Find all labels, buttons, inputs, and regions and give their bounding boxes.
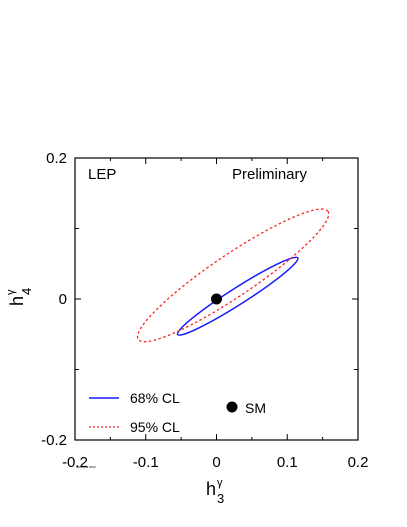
contour-68cl: [176, 256, 299, 336]
y-tick-label: 0.2: [46, 150, 67, 167]
contour-95cl: [136, 208, 330, 343]
y-axis-label-base: h: [7, 296, 27, 306]
legend-label-68cl: 68% CL: [130, 390, 180, 406]
y-tick-label: -0.2: [41, 432, 67, 449]
legend-sm-marker: [226, 401, 238, 413]
x-axis-label: h γ 3: [206, 477, 224, 506]
x-tick-label: -0.2: [62, 454, 88, 471]
experiment-label: LEP: [88, 166, 116, 183]
sm-point: [211, 293, 222, 305]
x-tick-label: 0.2: [348, 454, 369, 471]
x-axis-label-sub: 3: [217, 491, 224, 506]
y-tick-label: 0: [59, 291, 67, 308]
x-tick-label: -0.1: [133, 454, 159, 471]
x-axis-label-base: h: [206, 479, 216, 499]
y-axis-label-sub: 4: [19, 288, 34, 295]
y-axis-label: h γ 4: [5, 288, 34, 306]
x-tick-label: 0.1: [277, 454, 298, 471]
legend-label-95cl: 95% CL: [130, 419, 180, 435]
small-note: Mustopol 2003: [76, 465, 96, 469]
plot-frame: [74, 157, 359, 441]
legend-sm-label: SM: [245, 400, 266, 416]
y-axis-label-sup: γ: [5, 289, 17, 295]
x-axis-label-sup: γ: [217, 477, 223, 489]
status-label: Preliminary: [232, 166, 308, 183]
x-tick-label: 0: [212, 454, 220, 471]
